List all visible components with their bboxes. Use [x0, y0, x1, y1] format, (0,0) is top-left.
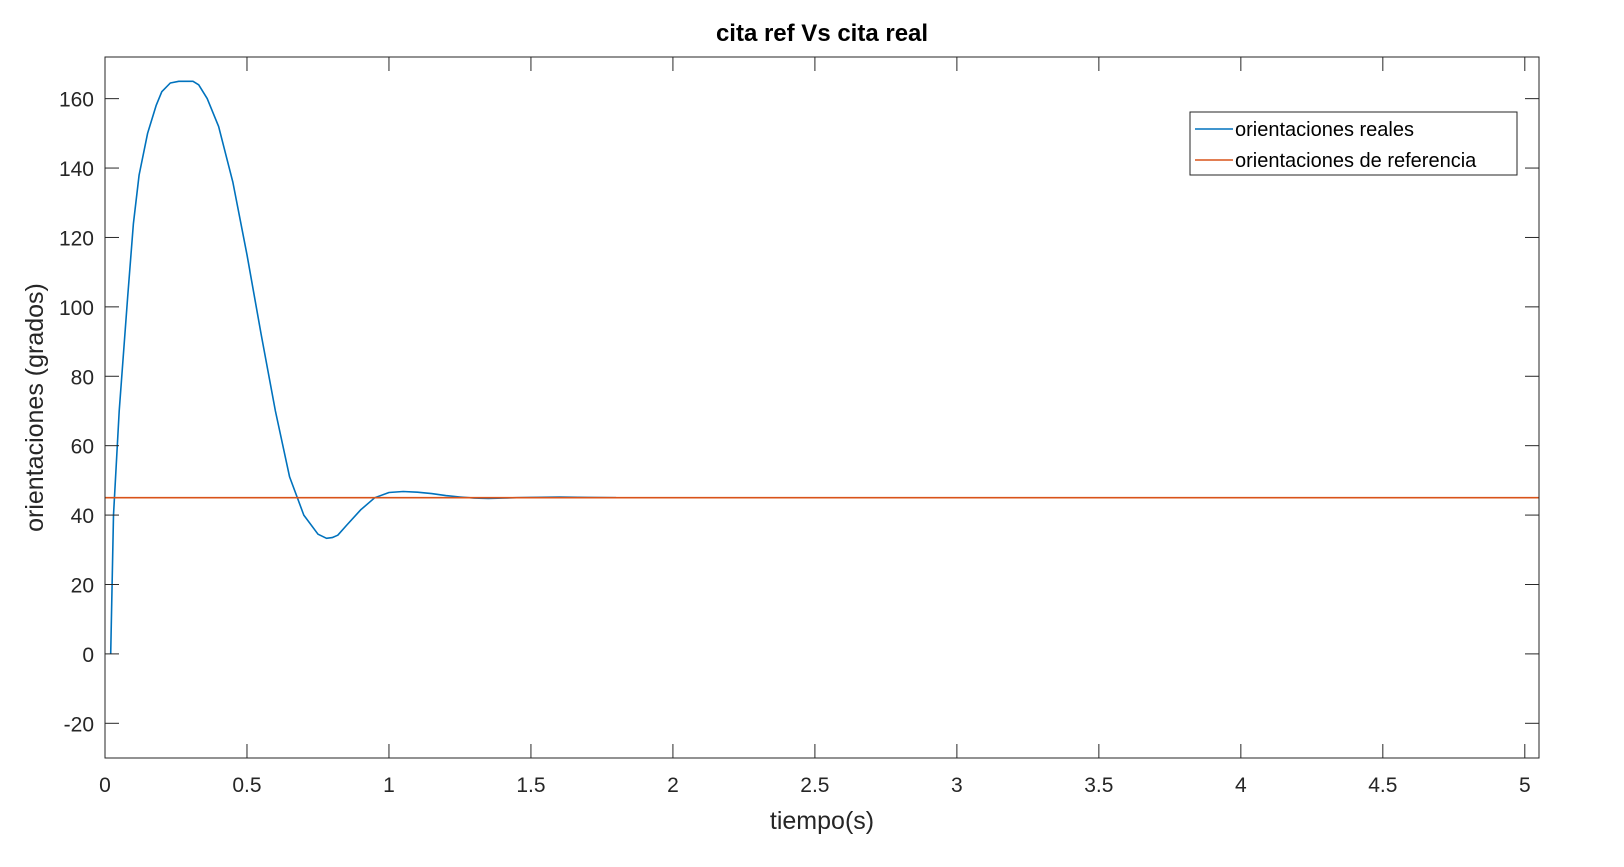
y-tick-label: 0	[82, 644, 94, 667]
y-tick-label: -20	[64, 713, 94, 736]
y-tick-label: 100	[59, 297, 94, 320]
x-axis-title: tiempo(s)	[770, 807, 874, 835]
chart-title: cita ref Vs cita real	[716, 20, 928, 47]
y-tick-label: 60	[71, 436, 94, 459]
x-tick-label: 1.5	[516, 774, 545, 797]
legend-label-orientaciones-reales: orientaciones reales	[1235, 119, 1414, 141]
x-tick-label: 4	[1235, 774, 1247, 797]
axes-layer: 0 0.5 1 1.5 2 2.5 3 3.5 4 4.5 5 -20 0 20 40 60 80 100 120 1…	[59, 56, 1540, 797]
x-tick-label: 3.5	[1084, 774, 1113, 797]
y-tick-label: 140	[59, 158, 94, 181]
series-layer	[105, 80, 1539, 654]
y-tick-label: 160	[59, 89, 94, 112]
x-tick-label: 4.5	[1368, 774, 1397, 797]
legend: orientaciones reales orientaciones de re…	[1189, 111, 1518, 176]
x-tick-label: 0.5	[232, 774, 261, 797]
y-tick-label: 20	[71, 574, 94, 597]
y-tick-label: 120	[59, 227, 94, 250]
x-tick-label: 1	[383, 774, 395, 797]
x-tick-label: 0	[99, 774, 111, 797]
legend-label-orientaciones-de-referencia: orientaciones de referencia	[1235, 150, 1477, 172]
x-tick-label: 2	[667, 774, 679, 797]
y-axis-title: orientaciones (grados)	[21, 283, 49, 532]
legend-box	[1189, 111, 1518, 176]
axes-frame	[104, 56, 1540, 759]
x-tick-label: 3	[951, 774, 963, 797]
x-tick-label: 5	[1519, 774, 1531, 797]
x-tick-label: 2.5	[800, 774, 829, 797]
y-tick-label: 80	[71, 366, 94, 389]
y-tick-label: 40	[71, 505, 94, 528]
